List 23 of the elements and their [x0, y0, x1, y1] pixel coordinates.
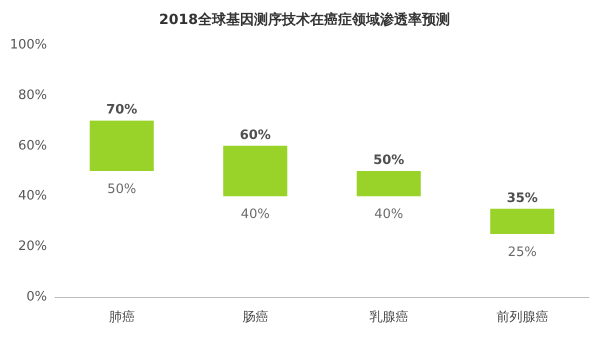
bar	[490, 208, 554, 234]
annotation: 70%	[106, 102, 138, 118]
bar	[223, 146, 288, 196]
chart-title: 2018全球基因测序技术在癌症领域渗透率预测	[159, 11, 450, 28]
bar	[356, 171, 421, 196]
x-tick-label: 前列腺癌	[496, 310, 548, 325]
annotation: 50%	[373, 153, 404, 168]
x-tick-label: 肠癌	[242, 310, 268, 325]
y-tick-label: 40%	[18, 188, 47, 204]
annotation: 60%	[240, 128, 271, 143]
annotation: 40%	[374, 207, 404, 222]
y-tick-label: 0%	[26, 290, 47, 304]
annotation: 40%	[240, 207, 270, 222]
y-tick-label: 20%	[18, 239, 47, 254]
x-tick-label: 肺癌	[108, 310, 135, 325]
y-tick-label: 80%	[18, 88, 47, 103]
y-tick-label: 60%	[18, 138, 47, 154]
annotation: 25%	[508, 245, 537, 260]
x-tick-label: 乳腺癌	[369, 310, 408, 325]
y-tick-label: 100%	[10, 38, 47, 52]
annotation: 35%	[506, 190, 538, 206]
annotation: 50%	[107, 182, 136, 197]
bar	[90, 120, 154, 171]
